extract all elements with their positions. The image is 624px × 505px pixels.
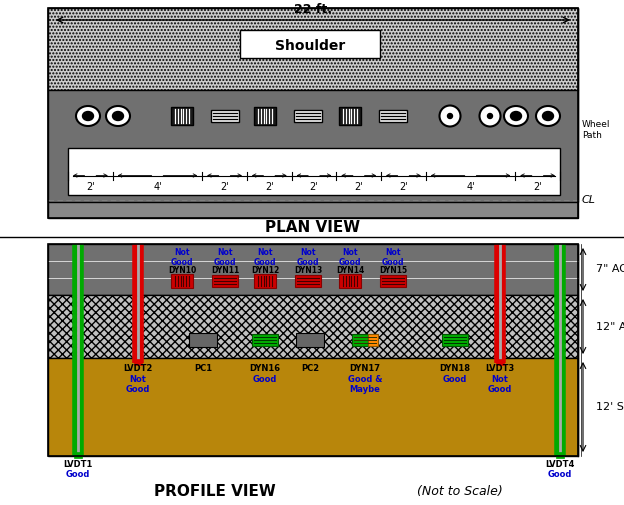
Ellipse shape — [82, 112, 94, 121]
Text: LVDT1: LVDT1 — [63, 460, 93, 469]
Text: Not
Good: Not Good — [254, 248, 276, 267]
Text: PC1: PC1 — [194, 364, 212, 373]
Bar — [48, 8, 578, 90]
Ellipse shape — [504, 106, 528, 126]
Bar — [48, 244, 578, 456]
Bar — [556, 452, 564, 458]
Text: DYN10: DYN10 — [168, 266, 196, 275]
Text: Not
Good: Not Good — [297, 248, 319, 267]
Text: 7" AC: 7" AC — [596, 265, 624, 275]
Text: 2': 2' — [534, 182, 542, 192]
Bar — [134, 359, 142, 365]
Text: DYN17: DYN17 — [349, 364, 381, 373]
Bar — [254, 107, 276, 125]
Bar — [48, 358, 578, 456]
Text: PLAN VIEW: PLAN VIEW — [265, 221, 361, 235]
Bar — [496, 359, 504, 365]
Text: 12' SS: 12' SS — [596, 402, 624, 412]
Text: PC2: PC2 — [301, 364, 319, 373]
Bar — [442, 334, 468, 346]
Bar — [380, 275, 406, 287]
Text: Not
Good: Not Good — [382, 248, 404, 267]
Bar — [171, 274, 193, 288]
Text: 2': 2' — [310, 182, 318, 192]
Text: 4': 4' — [153, 182, 162, 192]
Ellipse shape — [76, 106, 100, 126]
Bar — [294, 110, 322, 122]
Bar — [48, 295, 578, 358]
Text: DYN14: DYN14 — [336, 266, 364, 275]
Text: Good: Good — [66, 470, 90, 479]
Bar — [339, 274, 361, 288]
Text: LVDT2: LVDT2 — [124, 364, 153, 373]
Text: Good &
Maybe: Good & Maybe — [348, 375, 383, 394]
Text: Good: Good — [548, 470, 572, 479]
Bar — [48, 8, 578, 218]
Bar — [379, 110, 407, 122]
Text: Not
Good: Not Good — [171, 248, 193, 267]
Bar — [240, 30, 380, 58]
Text: 22 ft.: 22 ft. — [294, 3, 332, 16]
Text: LVDT4: LVDT4 — [545, 460, 575, 469]
Bar — [189, 333, 217, 347]
Bar — [339, 107, 361, 125]
Bar — [211, 110, 239, 122]
Text: DYN18: DYN18 — [439, 364, 470, 373]
Bar — [352, 334, 368, 346]
Bar — [212, 275, 238, 287]
Text: Wheel
Path: Wheel Path — [582, 120, 610, 140]
Bar — [171, 107, 193, 125]
Bar — [74, 452, 82, 458]
Text: CL: CL — [582, 195, 596, 205]
Text: DYN16: DYN16 — [250, 364, 281, 373]
Text: Good: Good — [443, 375, 467, 384]
Text: DYN15: DYN15 — [379, 266, 407, 275]
Bar — [295, 275, 321, 287]
Bar — [48, 8, 578, 218]
Ellipse shape — [106, 106, 130, 126]
Text: DYN13: DYN13 — [294, 266, 322, 275]
Text: LVDT3: LVDT3 — [485, 364, 515, 373]
Text: 2': 2' — [86, 182, 95, 192]
Text: 2': 2' — [220, 182, 229, 192]
Ellipse shape — [487, 114, 492, 119]
Ellipse shape — [112, 112, 124, 121]
Text: Not
Good: Not Good — [126, 375, 150, 394]
Text: 2': 2' — [354, 182, 363, 192]
Text: DYN12: DYN12 — [251, 266, 279, 275]
Text: 12" ATB: 12" ATB — [596, 322, 624, 331]
Text: Not
Good: Not Good — [488, 375, 512, 394]
Text: 2': 2' — [265, 182, 274, 192]
Bar — [48, 90, 578, 202]
Bar — [296, 333, 324, 347]
Ellipse shape — [447, 114, 452, 119]
Text: 2': 2' — [399, 182, 408, 192]
Text: Shoulder: Shoulder — [275, 39, 345, 53]
Text: 4': 4' — [466, 182, 475, 192]
Text: Not
Good: Not Good — [214, 248, 236, 267]
Text: Not
Good: Not Good — [339, 248, 361, 267]
Bar — [254, 274, 276, 288]
Bar — [68, 148, 560, 195]
Ellipse shape — [536, 106, 560, 126]
Text: PROFILE VIEW: PROFILE VIEW — [154, 484, 276, 499]
Ellipse shape — [439, 106, 461, 126]
Ellipse shape — [479, 106, 500, 126]
Bar — [368, 334, 378, 346]
Text: (Not to Scale): (Not to Scale) — [417, 485, 503, 498]
Ellipse shape — [542, 112, 553, 121]
Bar — [252, 334, 278, 346]
Ellipse shape — [510, 112, 522, 121]
Text: Good: Good — [253, 375, 277, 384]
Text: DYN11: DYN11 — [211, 266, 239, 275]
Bar — [48, 244, 578, 295]
